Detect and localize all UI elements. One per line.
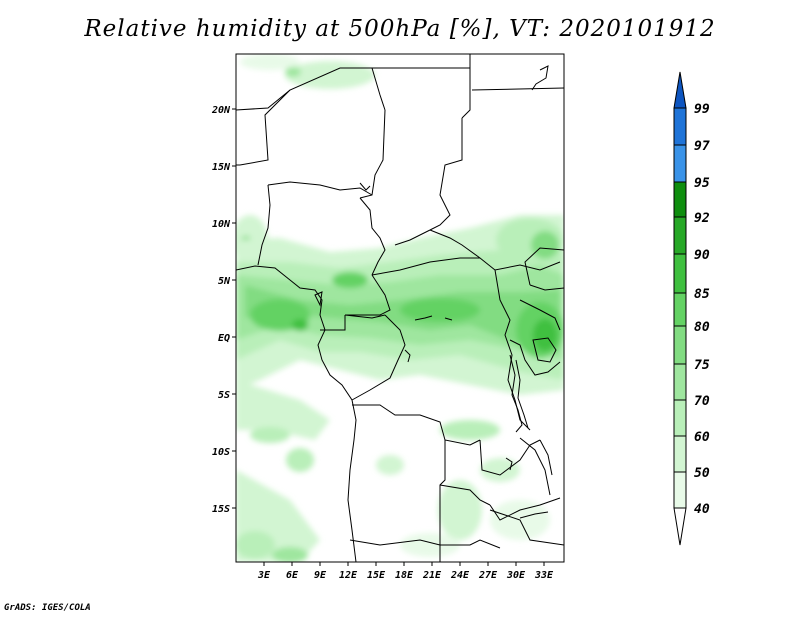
colorbar-segment-70-75: [673, 363, 687, 401]
map-title: Relative humidity at 500hPa [%], VT: 202…: [84, 16, 716, 42]
lon-label-21e: 21E: [422, 570, 442, 581]
lon-label-6e: 6E: [286, 570, 299, 581]
colorbar-segment-90-92: [673, 216, 687, 255]
lat-label-15n: 15N: [212, 162, 231, 173]
colorbar-segment-92-95: [673, 181, 687, 218]
lat-label-15s: 15S: [212, 504, 230, 515]
colorbar-segment-75-80: [673, 325, 687, 365]
lon-label-33e: 33E: [534, 570, 554, 581]
colorbar-segment-40-50: [673, 471, 687, 509]
lon-label-3e: 3E: [257, 570, 271, 581]
colorbar-segment-80-85: [673, 292, 687, 327]
lat-label-eq: EQ: [218, 333, 230, 344]
colorbar-segment-50-60: [673, 435, 687, 473]
axis-ticks: [232, 108, 545, 566]
humidity-field: [236, 54, 564, 562]
lon-label-27e: 27E: [478, 570, 498, 581]
colorbar: [673, 71, 687, 546]
lat-label-20n: 20N: [211, 105, 231, 116]
colorbar-label-80: 80: [694, 320, 710, 335]
lon-label-18e: 18E: [395, 570, 414, 581]
colorbar-label-85: 85: [694, 287, 710, 302]
colorbar-label-99: 99: [694, 102, 710, 117]
colorbar-segment-95-97: [673, 144, 687, 183]
colorbar-label-40: 40: [694, 502, 710, 517]
colorbar-label-50: 50: [694, 466, 710, 481]
colorbar-label-95: 95: [694, 176, 710, 191]
lon-label-12e: 12E: [339, 570, 358, 581]
lon-label-30e: 30E: [506, 570, 526, 581]
lat-label-5n: 5N: [218, 276, 231, 287]
lon-label-24e: 24E: [450, 570, 470, 581]
colorbar-segment-85-90: [673, 253, 687, 294]
lat-label-10s: 10S: [212, 447, 230, 458]
colorbar-label-75: 75: [694, 358, 710, 373]
colorbar-label-70: 70: [694, 394, 710, 409]
colorbar-bottom-arrow: [673, 507, 687, 546]
colorbar-label-92: 92: [694, 211, 710, 226]
colorbar-label-90: 90: [694, 248, 710, 263]
colorbar-label-97: 97: [694, 139, 710, 154]
grads-credit: GrADS: IGES/COLA: [4, 603, 91, 613]
lat-label-5s: 5S: [218, 390, 230, 401]
country-borders: [236, 54, 564, 562]
colorbar-segment-97-99: [673, 107, 687, 146]
lat-label-10n: 10N: [212, 219, 231, 230]
colorbar-top-arrow: [673, 71, 687, 109]
map-frame: [235, 53, 565, 563]
lon-label-9e: 9E: [314, 570, 327, 581]
colorbar-label-60: 60: [694, 430, 710, 445]
lon-label-15e: 15E: [367, 570, 386, 581]
colorbar-segment-60-70: [673, 399, 687, 437]
